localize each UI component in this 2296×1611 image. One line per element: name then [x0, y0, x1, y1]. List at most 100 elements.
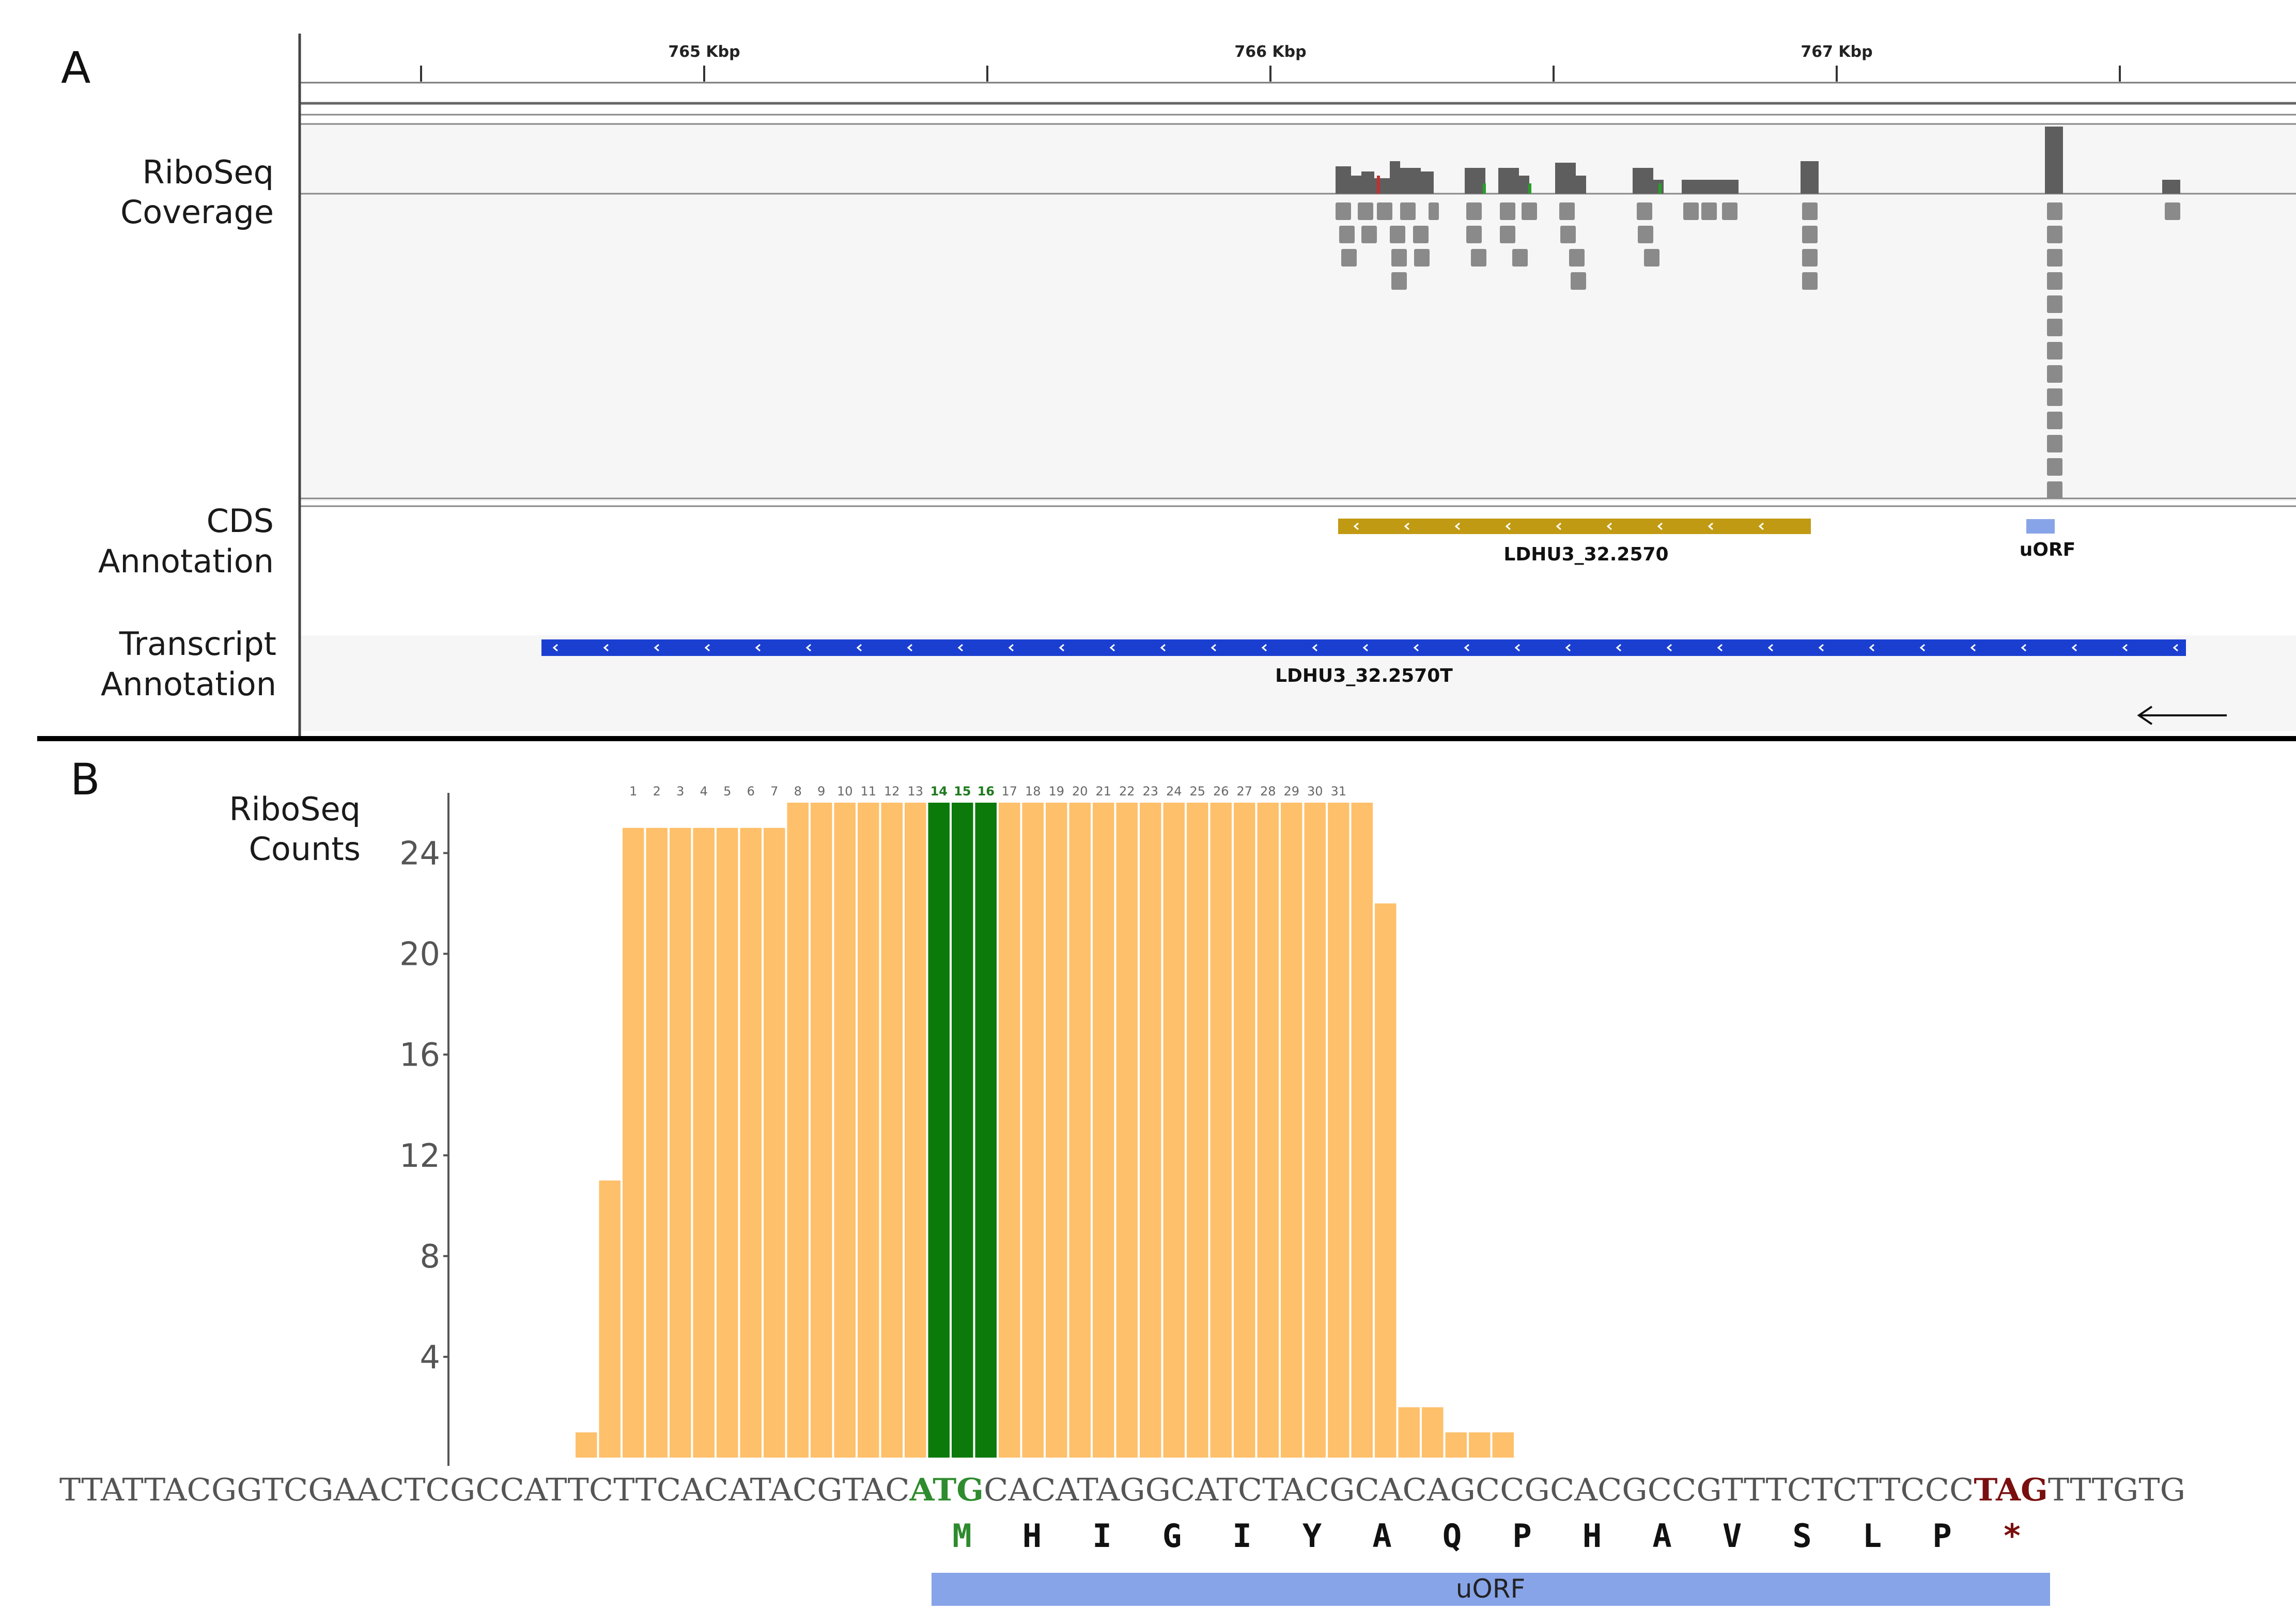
read	[1802, 272, 1818, 290]
read	[1571, 272, 1586, 290]
bar-number-label: 27	[1237, 784, 1253, 799]
uorf-region-bar	[932, 1573, 2050, 1606]
bar	[1281, 803, 1302, 1458]
bar-number-label: 8	[794, 784, 802, 799]
bar-number-label: 28	[1260, 784, 1276, 799]
panel-a-letter: A	[61, 42, 90, 93]
read	[1701, 202, 1717, 220]
strand-chevron	[1404, 522, 1409, 530]
y-tick-label: 8	[420, 1238, 440, 1275]
bar	[1234, 803, 1255, 1458]
transcript-strand-arrows	[552, 644, 2178, 652]
amino-acid: I	[1092, 1517, 1111, 1555]
mismatch-mark	[1528, 183, 1531, 194]
strand-chevron	[856, 644, 862, 652]
bar	[1210, 803, 1232, 1458]
bar	[1304, 803, 1326, 1458]
read	[1391, 249, 1407, 267]
bar	[1022, 803, 1044, 1458]
ruler-label: 766 Kbp	[1234, 43, 1306, 61]
coverage-peak	[1336, 166, 1351, 194]
bar-number-label: 21	[1096, 784, 1112, 799]
y-axis-title: RiboSeq	[229, 790, 361, 828]
mismatch-mark	[1377, 176, 1380, 194]
bar	[693, 827, 715, 1458]
amino-acid: P	[1932, 1517, 1951, 1555]
bar-number-label: 19	[1049, 784, 1065, 799]
bar	[928, 803, 950, 1458]
strand-chevron	[1616, 644, 1621, 652]
cds-bar	[1338, 519, 1811, 534]
strand-chevron	[1261, 644, 1267, 652]
strand-chevron	[805, 644, 811, 652]
uorf-region-label: uORF	[1456, 1574, 1526, 1604]
strand-chevron	[1869, 644, 1874, 652]
bar	[717, 827, 738, 1458]
y-tick-label: 24	[399, 835, 440, 872]
bar-number-label: 6	[747, 784, 755, 799]
bar	[646, 827, 668, 1458]
strand-chevron	[2021, 644, 2026, 652]
strand-direction-arrow-icon	[2137, 706, 2227, 725]
uorf-name-label: uORF	[2020, 539, 2076, 560]
coverage-peak	[2045, 127, 2063, 194]
cds-strand-arrows	[1353, 522, 1764, 530]
read	[1429, 202, 1439, 220]
read	[1377, 202, 1392, 220]
strand-chevron	[603, 644, 609, 652]
read	[2047, 435, 2062, 452]
strand-chevron	[1008, 644, 1014, 652]
read	[1466, 202, 1482, 220]
bar	[952, 803, 973, 1458]
coverage-track-background	[300, 124, 2296, 501]
bar	[858, 803, 879, 1458]
read	[1559, 202, 1575, 220]
read	[1341, 249, 1357, 267]
strand-chevron	[755, 644, 761, 652]
strand-chevron	[1717, 644, 1723, 652]
amino-acid: G	[1162, 1517, 1182, 1555]
bar-number-label: 20	[1072, 784, 1088, 799]
y-tick-label: 12	[399, 1137, 440, 1175]
cds-track-label: Annotation	[98, 542, 274, 580]
bar-number-label: 5	[723, 784, 731, 799]
transcript-track-label: Transcript	[119, 625, 276, 663]
bar-number-label: 9	[817, 784, 825, 799]
coverage-peak	[1576, 176, 1586, 194]
amino-acid: S	[1792, 1517, 1811, 1555]
amino-acid: Y	[1302, 1517, 1322, 1555]
bar-number-label: 31	[1331, 784, 1347, 799]
read	[1683, 202, 1699, 220]
amino-acid: A	[1652, 1517, 1671, 1555]
read	[1361, 226, 1377, 243]
bar-number-label: 4	[700, 784, 708, 799]
strand-chevron	[1413, 644, 1419, 652]
bar-number-labels: 1 2 3 4 5 6 7 8 9 10 11 12 13 14 15 16 17 18 19 20 21 22 23 24 2…	[629, 784, 1346, 799]
strand-chevron	[1211, 644, 1216, 652]
coverage-peak	[1555, 163, 1576, 194]
bar-number-label: 1	[629, 784, 637, 799]
read	[2047, 226, 2062, 243]
ruler: 765 Kbp 766 Kbp 767 Kbp	[300, 43, 2296, 84]
bar	[576, 1432, 597, 1458]
bar-number-label: 15	[954, 784, 971, 799]
uorf-read-stack	[2047, 202, 2062, 499]
bar-number-label: 3	[676, 784, 684, 799]
bar	[811, 803, 832, 1458]
strand-chevron	[654, 644, 659, 652]
read	[1569, 249, 1585, 267]
bar-number-label: 30	[1307, 784, 1323, 799]
read	[2047, 365, 2062, 383]
bar	[1163, 803, 1185, 1458]
bar	[834, 803, 856, 1458]
coverage-peak	[1682, 180, 1739, 194]
strand-chevron	[1818, 644, 1824, 652]
bar-number-label: 16	[978, 784, 995, 799]
read	[1414, 249, 1430, 267]
coverage-peak	[1801, 161, 1819, 194]
read	[1339, 226, 1355, 243]
strand-chevron	[1454, 522, 1460, 530]
panel-b-letter: B	[70, 754, 100, 805]
